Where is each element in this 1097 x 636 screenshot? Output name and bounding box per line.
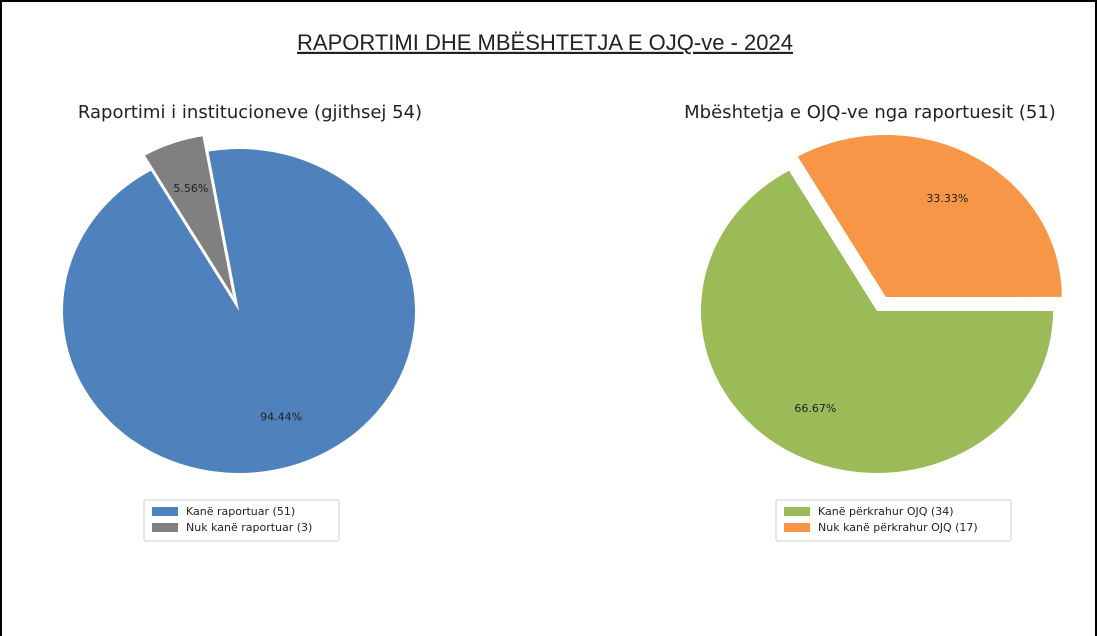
- chart-title: Mbështetja e OJQ-ve nga raportuesit (51): [684, 102, 1056, 123]
- legend-box: [775, 499, 1012, 542]
- slice-label: 94.44%: [260, 411, 302, 424]
- legend-box: [143, 499, 340, 542]
- pie-slice: [701, 170, 1053, 474]
- legend-swatch: [784, 507, 810, 516]
- legend-label: Nuk kanë përkrahur OJQ (17): [818, 521, 978, 534]
- slice-label: 5.56%: [173, 182, 208, 195]
- slice-label: 66.67%: [794, 402, 836, 415]
- legend-swatch: [152, 523, 178, 532]
- legend-swatch: [784, 523, 810, 532]
- legend-swatch: [152, 507, 178, 516]
- page-title: RAPORTIMI DHE MBËSHTETJA E OJQ-ve - 2024: [297, 30, 793, 55]
- pie-slice: [63, 148, 416, 473]
- slice-label: 33.33%: [926, 192, 968, 205]
- legend-label: Kanë përkrahur OJQ (34): [818, 505, 954, 518]
- legend-label: Kanë raportuar (51): [186, 505, 295, 518]
- pie-slice: [797, 134, 1062, 297]
- pie-slice: [144, 136, 233, 296]
- chart-title: Raportimi i institucioneve (gjithsej 54): [78, 102, 422, 123]
- legend-label: Nuk kanë raportuar (3): [186, 521, 312, 534]
